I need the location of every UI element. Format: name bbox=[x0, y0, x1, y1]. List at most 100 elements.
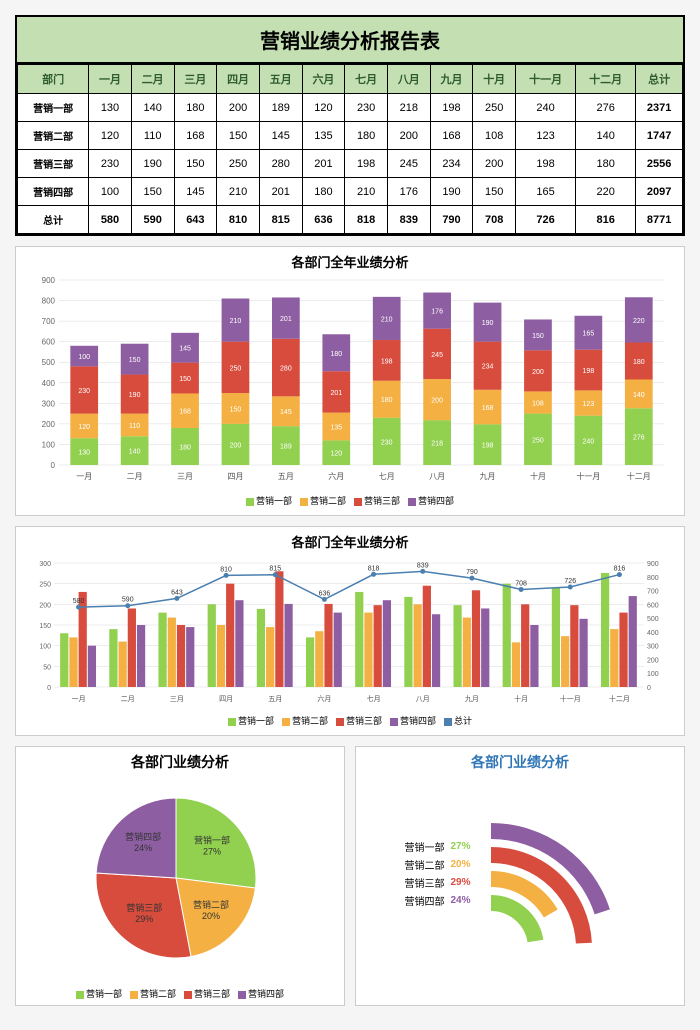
svg-text:816: 816 bbox=[614, 566, 626, 573]
svg-text:0: 0 bbox=[51, 461, 56, 470]
svg-text:276: 276 bbox=[633, 435, 645, 442]
svg-text:500: 500 bbox=[647, 616, 659, 623]
svg-text:643: 643 bbox=[171, 589, 183, 596]
svg-text:十月: 十月 bbox=[530, 471, 546, 481]
svg-text:210: 210 bbox=[381, 316, 393, 323]
svg-text:营销四部: 营销四部 bbox=[125, 831, 161, 842]
svg-text:700: 700 bbox=[647, 589, 659, 596]
svg-text:200: 200 bbox=[431, 398, 443, 405]
svg-text:123: 123 bbox=[583, 401, 595, 408]
pie-title: 各部门业绩分析 bbox=[21, 752, 339, 772]
svg-text:210: 210 bbox=[230, 318, 242, 325]
svg-text:100: 100 bbox=[78, 354, 90, 361]
svg-text:145: 145 bbox=[280, 409, 292, 416]
svg-text:一月: 一月 bbox=[72, 695, 86, 703]
svg-text:815: 815 bbox=[269, 566, 281, 573]
pie-legend: 营销一部营销二部营销三部营销四部 bbox=[21, 987, 339, 1000]
svg-text:八月: 八月 bbox=[429, 472, 445, 481]
svg-text:营销三部: 营销三部 bbox=[126, 902, 162, 913]
svg-text:十一月: 十一月 bbox=[560, 694, 581, 703]
svg-text:230: 230 bbox=[381, 439, 393, 446]
pie-chart: 各部门业绩分析 营销一部27% 营销二部20% 营销三部29% 营销四部24% 营销一… bbox=[15, 746, 345, 1006]
svg-text:八月: 八月 bbox=[416, 695, 430, 703]
ring-body: 营销一部27%营销二部20%营销三部29%营销四部24% bbox=[361, 778, 679, 968]
svg-text:十二月: 十二月 bbox=[609, 694, 630, 703]
svg-text:20%: 20% bbox=[202, 911, 220, 921]
svg-text:200: 200 bbox=[39, 602, 51, 609]
report-title: 营销业绩分析报告表 bbox=[17, 17, 683, 64]
svg-text:29%: 29% bbox=[135, 914, 153, 924]
svg-text:十二月: 十二月 bbox=[627, 471, 651, 481]
svg-text:600: 600 bbox=[647, 602, 659, 609]
svg-text:四月: 四月 bbox=[227, 472, 243, 481]
svg-text:230: 230 bbox=[78, 388, 90, 395]
svg-text:120: 120 bbox=[330, 451, 342, 458]
svg-text:150: 150 bbox=[179, 376, 191, 383]
svg-text:708: 708 bbox=[515, 580, 527, 587]
svg-text:二月: 二月 bbox=[127, 472, 143, 481]
svg-text:818: 818 bbox=[368, 565, 380, 572]
svg-text:145: 145 bbox=[179, 346, 191, 353]
svg-text:27%: 27% bbox=[203, 846, 221, 856]
data-table: 部门一月二月三月四月五月六月七月八月九月十月十一月十二月总计 营销一部13014… bbox=[17, 64, 683, 234]
svg-text:150: 150 bbox=[39, 623, 51, 630]
svg-text:120: 120 bbox=[78, 424, 90, 431]
svg-text:三月: 三月 bbox=[177, 472, 193, 481]
svg-text:300: 300 bbox=[42, 399, 56, 408]
svg-text:189: 189 bbox=[280, 444, 292, 451]
stacked-bar-chart: 各部门全年业绩分析 010020030040050060070080090013… bbox=[15, 246, 685, 516]
svg-text:201: 201 bbox=[280, 316, 292, 323]
svg-text:三月: 三月 bbox=[170, 695, 184, 703]
svg-text:168: 168 bbox=[179, 409, 191, 416]
svg-text:24%: 24% bbox=[134, 843, 152, 853]
svg-text:201: 201 bbox=[330, 390, 342, 397]
svg-text:590: 590 bbox=[122, 597, 134, 604]
svg-text:九月: 九月 bbox=[480, 472, 496, 481]
svg-text:800: 800 bbox=[647, 575, 659, 582]
svg-text:100: 100 bbox=[647, 671, 659, 678]
svg-text:二月: 二月 bbox=[121, 695, 135, 703]
svg-text:180: 180 bbox=[633, 359, 645, 366]
svg-text:180: 180 bbox=[381, 397, 393, 404]
svg-text:108: 108 bbox=[532, 401, 544, 408]
svg-text:100: 100 bbox=[42, 440, 56, 449]
svg-text:300: 300 bbox=[39, 561, 51, 568]
svg-text:六月: 六月 bbox=[328, 471, 344, 481]
svg-text:0: 0 bbox=[647, 685, 651, 692]
report-table: 营销业绩分析报告表 部门一月二月三月四月五月六月七月八月九月十月十一月十二月总计… bbox=[15, 15, 685, 236]
svg-text:234: 234 bbox=[482, 364, 494, 371]
chart1-svg: 0100200300400500600700800900130120230100… bbox=[24, 275, 674, 485]
svg-text:790: 790 bbox=[466, 569, 478, 576]
svg-text:176: 176 bbox=[431, 309, 443, 316]
svg-text:190: 190 bbox=[129, 392, 141, 399]
svg-text:五月: 五月 bbox=[268, 695, 282, 703]
svg-text:700: 700 bbox=[42, 317, 56, 326]
svg-text:十一月: 十一月 bbox=[576, 471, 600, 481]
svg-text:200: 200 bbox=[532, 369, 544, 376]
svg-text:营销一部: 营销一部 bbox=[194, 834, 230, 845]
svg-text:250: 250 bbox=[39, 582, 51, 589]
svg-text:150: 150 bbox=[532, 333, 544, 340]
chart2-svg: 0501001502002503000100200300400500600700… bbox=[24, 555, 674, 705]
svg-text:218: 218 bbox=[431, 441, 443, 448]
svg-text:245: 245 bbox=[431, 352, 443, 359]
svg-text:七月: 七月 bbox=[367, 694, 381, 703]
svg-text:180: 180 bbox=[330, 351, 342, 358]
svg-text:140: 140 bbox=[129, 449, 141, 456]
svg-text:500: 500 bbox=[42, 358, 56, 367]
svg-text:四月: 四月 bbox=[219, 695, 233, 703]
grouped-bar-chart: 各部门全年业绩分析 050100150200250300010020030040… bbox=[15, 526, 685, 736]
chart1-legend: 营销一部营销二部营销三部营销四部 bbox=[24, 494, 676, 507]
svg-text:300: 300 bbox=[647, 644, 659, 651]
svg-text:营销二部: 营销二部 bbox=[193, 899, 229, 910]
svg-text:726: 726 bbox=[564, 578, 576, 585]
svg-text:400: 400 bbox=[647, 630, 659, 637]
svg-text:280: 280 bbox=[280, 366, 292, 373]
svg-text:200: 200 bbox=[647, 657, 659, 664]
svg-text:168: 168 bbox=[482, 405, 494, 412]
svg-text:220: 220 bbox=[633, 318, 645, 325]
svg-text:165: 165 bbox=[583, 331, 595, 338]
chart2-legend: 营销一部营销二部营销三部营销四部总计 bbox=[24, 714, 676, 727]
ring-chart: 各部门业绩分析 营销一部27%营销二部20%营销三部29%营销四部24% bbox=[355, 746, 685, 1006]
svg-text:130: 130 bbox=[78, 450, 90, 457]
